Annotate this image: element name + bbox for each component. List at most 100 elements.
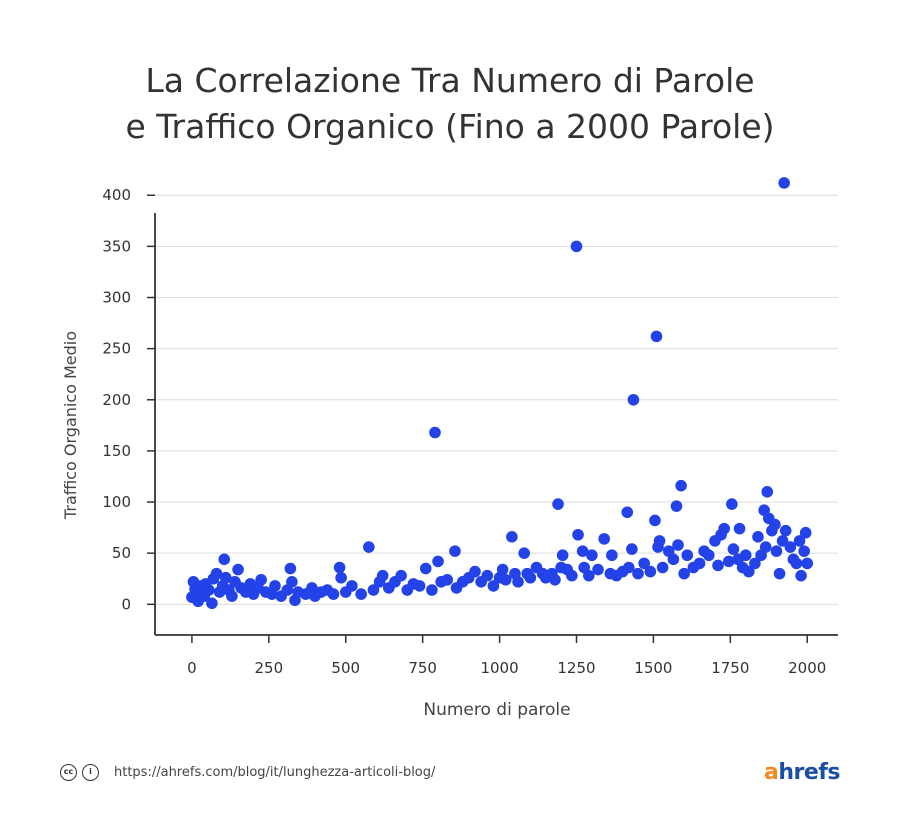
chart-title-line-2: e Traffico Organico (Fino a 2000 Parole): [125, 107, 775, 146]
data-point: [759, 541, 772, 553]
y-tick-label: 50: [112, 544, 131, 562]
data-point: [656, 561, 669, 574]
data-point: [367, 584, 380, 596]
data-point: [650, 330, 663, 343]
data-point: [284, 562, 297, 575]
data-point: [752, 531, 764, 543]
creative-commons-icon[interactable]: cc: [60, 764, 77, 781]
data-point: [606, 549, 618, 562]
y-tick-label: 100: [102, 493, 131, 511]
data-point: [499, 573, 512, 586]
data-point: [335, 571, 347, 584]
data-point: [681, 549, 694, 562]
data-point: [426, 584, 438, 596]
data-point: [566, 569, 578, 582]
data-point: [570, 240, 583, 253]
data-point: [779, 524, 792, 537]
data-point: [376, 569, 389, 582]
license-icons: cc i: [60, 764, 99, 781]
data-point: [226, 590, 238, 602]
x-tick-label: 1500: [634, 659, 672, 677]
x-tick-label: 0: [187, 659, 197, 677]
data-point: [644, 565, 657, 578]
data-point: [702, 549, 715, 562]
x-tick-label: 500: [331, 659, 360, 677]
data-point: [496, 563, 509, 576]
data-point: [621, 506, 634, 519]
y-tick-label: 300: [102, 289, 131, 307]
data-point: [592, 563, 604, 576]
data-point: [327, 588, 340, 600]
y-axis-label: Traffico Organico Medio: [61, 331, 80, 520]
logo-a: a: [764, 760, 779, 785]
data-point: [622, 561, 635, 574]
data-point: [718, 522, 730, 535]
ahrefs-logo[interactable]: ahrefs: [764, 760, 840, 785]
data-point: [506, 531, 518, 543]
y-tick-label: 400: [102, 186, 131, 204]
data-point: [572, 528, 584, 541]
data-point: [481, 569, 494, 582]
data-point: [218, 553, 231, 566]
data-points: [186, 177, 814, 610]
data-point: [670, 500, 683, 512]
data-point: [653, 535, 666, 547]
data-point: [429, 426, 441, 439]
data-point: [286, 576, 298, 588]
attribution-icon[interactable]: i: [82, 764, 99, 781]
y-tick-label: 250: [102, 340, 131, 358]
data-point: [586, 549, 598, 562]
data-point: [742, 565, 755, 578]
data-point: [355, 588, 367, 600]
x-tick-label: 1750: [711, 659, 749, 677]
source-url[interactable]: https://ahrefs.com/blog/it/lunghezza-art…: [114, 765, 436, 780]
data-point: [333, 561, 346, 574]
y-tick-label: 350: [102, 237, 131, 255]
data-point: [795, 569, 807, 582]
chart-title-line-1: La Correlazione Tra Numero di Parole: [145, 61, 755, 100]
data-point: [798, 545, 810, 557]
y-tick-label: 200: [102, 391, 131, 409]
data-point: [219, 571, 232, 584]
data-point: [363, 541, 375, 553]
data-point: [449, 545, 461, 557]
y-tick-label: 0: [121, 595, 131, 613]
data-point: [638, 557, 650, 570]
data-point: [726, 498, 738, 510]
data-point: [582, 569, 595, 582]
data-point: [649, 514, 661, 527]
data-point: [627, 393, 640, 406]
x-tick-label: 1250: [557, 659, 595, 677]
data-point: [413, 580, 426, 592]
data-point: [667, 553, 680, 566]
x-tick-label: 1000: [480, 659, 518, 677]
data-point: [552, 498, 564, 510]
data-point: [203, 584, 215, 596]
data-point: [206, 597, 218, 610]
data-point: [761, 486, 774, 498]
grid-lines: [155, 194, 838, 605]
data-point: [441, 573, 454, 586]
x-tick-label: 2000: [788, 659, 826, 677]
data-point: [632, 567, 644, 580]
data-point: [419, 562, 432, 575]
data-point: [770, 545, 783, 557]
data-point: [784, 541, 797, 553]
data-point: [801, 557, 814, 570]
data-point: [598, 533, 610, 545]
data-point: [487, 580, 500, 592]
data-point: [769, 518, 781, 531]
data-point: [432, 555, 444, 568]
data-point: [269, 580, 281, 592]
y-tick-label: 150: [102, 442, 131, 460]
data-point: [675, 479, 687, 492]
data-point: [556, 549, 569, 562]
chart-title: La Correlazione Tra Numero di Parole e T…: [0, 58, 900, 150]
data-point: [210, 567, 223, 580]
data-point: [678, 567, 690, 580]
data-point: [712, 559, 724, 572]
data-point: [793, 535, 806, 547]
data-point: [395, 569, 407, 582]
x-tick-label: 250: [255, 659, 284, 677]
